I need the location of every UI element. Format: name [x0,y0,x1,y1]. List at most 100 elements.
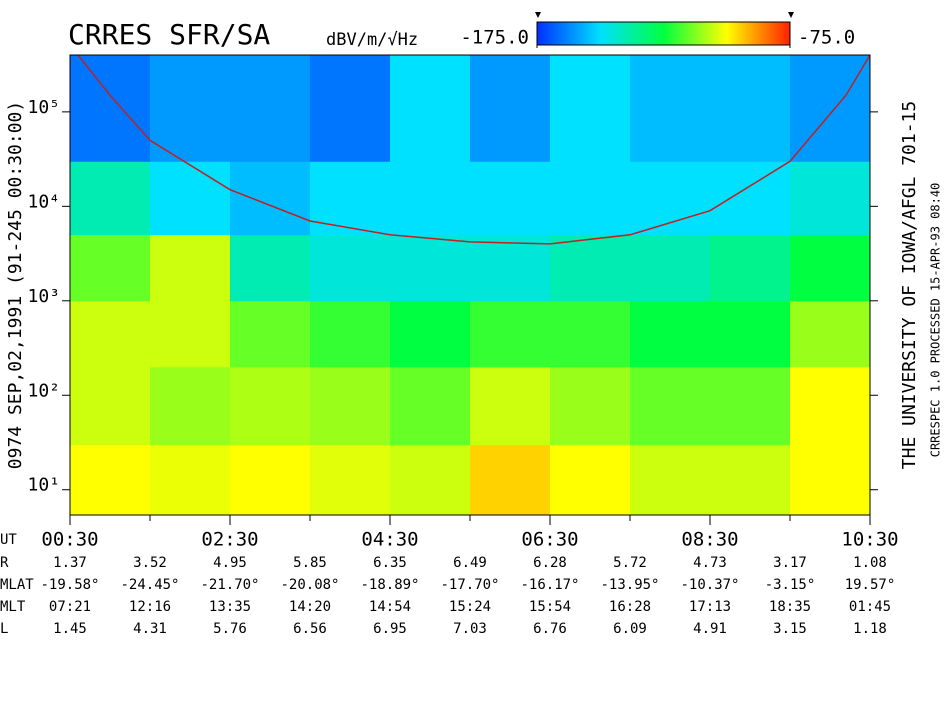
spectrogram-cell [550,55,631,162]
spectrogram-cell [230,55,311,162]
spectrogram-cell [390,444,471,516]
spectrogram-cell [790,366,871,446]
spectrogram-cell [710,444,791,516]
ephemeris-label: L [0,621,8,637]
spectrogram-cell [310,444,391,516]
ephemeris-value: 16:28 [609,599,651,615]
spectrogram-cell [630,55,711,162]
spectrogram-cell [710,234,791,302]
ephemeris-label: MLAT [0,577,34,593]
spectrogram-cell [230,366,311,446]
ephemeris-value: 19.57° [845,577,896,593]
x-tick-label: 08:30 [681,529,738,551]
spectrogram-cell [630,234,711,302]
ephemeris-value: 5.76 [213,621,247,637]
spectrogram-cell [710,55,791,162]
spectrogram-cell [310,300,391,368]
spectrogram-cell [470,300,551,368]
spectrogram-cell [630,300,711,368]
colorbar-tick-label: -175.0 [460,27,529,49]
ephemeris-value: 6.76 [533,621,567,637]
spectrogram-cell [550,366,631,446]
ephemeris-value: 4.73 [693,555,727,571]
spectrogram-cell [150,366,231,446]
spectrogram-cell [310,55,391,162]
ephemeris-value: 01:45 [849,599,891,615]
spectrogram-cell [70,234,151,302]
y-tick-label: 10⁴ [27,191,60,212]
spectrogram-cell [150,161,231,236]
ephemeris-value: 7.03 [453,621,487,637]
spectrogram-cell [790,55,871,162]
spectrogram-cell [470,366,551,446]
ephemeris-value: 18:35 [769,599,811,615]
spectrogram-cell [310,234,391,302]
spectrogram-cell [630,161,711,236]
ephemeris-value: 4.95 [213,555,247,571]
x-axis-label: UT [0,532,17,548]
left-label: 0974 SEP,02,1991 (91-245 00:30:00) [5,101,26,469]
ephemeris-value: 5.72 [613,555,647,571]
ephemeris-value: -10.37° [680,577,739,593]
y-tick-label: 10² [27,380,60,401]
spectrogram-cell [70,161,151,236]
ephemeris-value: 5.85 [293,555,327,571]
ephemeris-value: 15:54 [529,599,571,615]
spectrogram-cell [710,161,791,236]
spectrogram-cell [70,366,151,446]
spectrogram-cell [630,366,711,446]
spectrogram-cell [470,55,551,162]
ephemeris-value: 3.52 [133,555,167,571]
ephemeris-value: -18.89° [360,577,419,593]
spectrogram-cell [150,300,231,368]
spectrogram-cell [550,444,631,516]
ephemeris-label: MLT [0,599,26,615]
y-tick-label: 10³ [27,286,60,307]
spectrogram-cell [70,55,151,162]
spectrogram-cell [790,161,871,236]
ephemeris-value: -3.15° [765,577,816,593]
spectrogram-cell [230,161,311,236]
y-tick-label: 10¹ [27,475,60,496]
right-label: THE UNIVERSITY OF IOWA/AFGL 701-15 [899,101,920,469]
spectrogram-cell [70,300,151,368]
ephemeris-value: 6.28 [533,555,567,571]
spectrogram-cell [310,366,391,446]
ephemeris-value: 6.35 [373,555,407,571]
ephemeris-value: 3.17 [773,555,807,571]
spectrogram-cell [150,55,231,162]
spectrogram-cell [710,300,791,368]
ephemeris-value: 15:24 [449,599,491,615]
ephemeris-value: 12:16 [129,599,171,615]
x-tick-label: 00:30 [41,529,98,551]
x-tick-label: 02:30 [201,529,258,551]
ephemeris-value: -19.58° [40,577,99,593]
chart-title: CRRES SFR/SA [68,18,270,51]
spectrogram-cell [550,161,631,236]
spectrogram-cell [470,444,551,516]
spectrogram-cell [390,234,471,302]
ephemeris-value: 3.15 [773,621,807,637]
ephemeris-value: 6.56 [293,621,327,637]
colorbar-marker [788,12,794,18]
spectrogram-cell [470,234,551,302]
ephemeris-value: 6.09 [613,621,647,637]
ephemeris-value: 17:13 [689,599,731,615]
ephemeris-value: 14:54 [369,599,411,615]
spectrogram-cell [470,161,551,236]
spectrogram-cell [150,234,231,302]
y-tick-label: 10⁵ [27,97,60,118]
ephemeris-value: 1.37 [53,555,87,571]
spectrogram-cell [390,300,471,368]
ephemeris-value: -20.08° [280,577,339,593]
colorbar-tick-label: -75.0 [798,27,855,49]
ephemeris-value: -21.70° [200,577,259,593]
spectrogram-cell [630,444,711,516]
curve [77,54,871,245]
spectrogram-cell [70,444,151,516]
x-tick-label: 06:30 [521,529,578,551]
ephemeris-value: -24.45° [120,577,179,593]
x-tick-label: 04:30 [361,529,418,551]
spectrogram-cell [230,300,311,368]
